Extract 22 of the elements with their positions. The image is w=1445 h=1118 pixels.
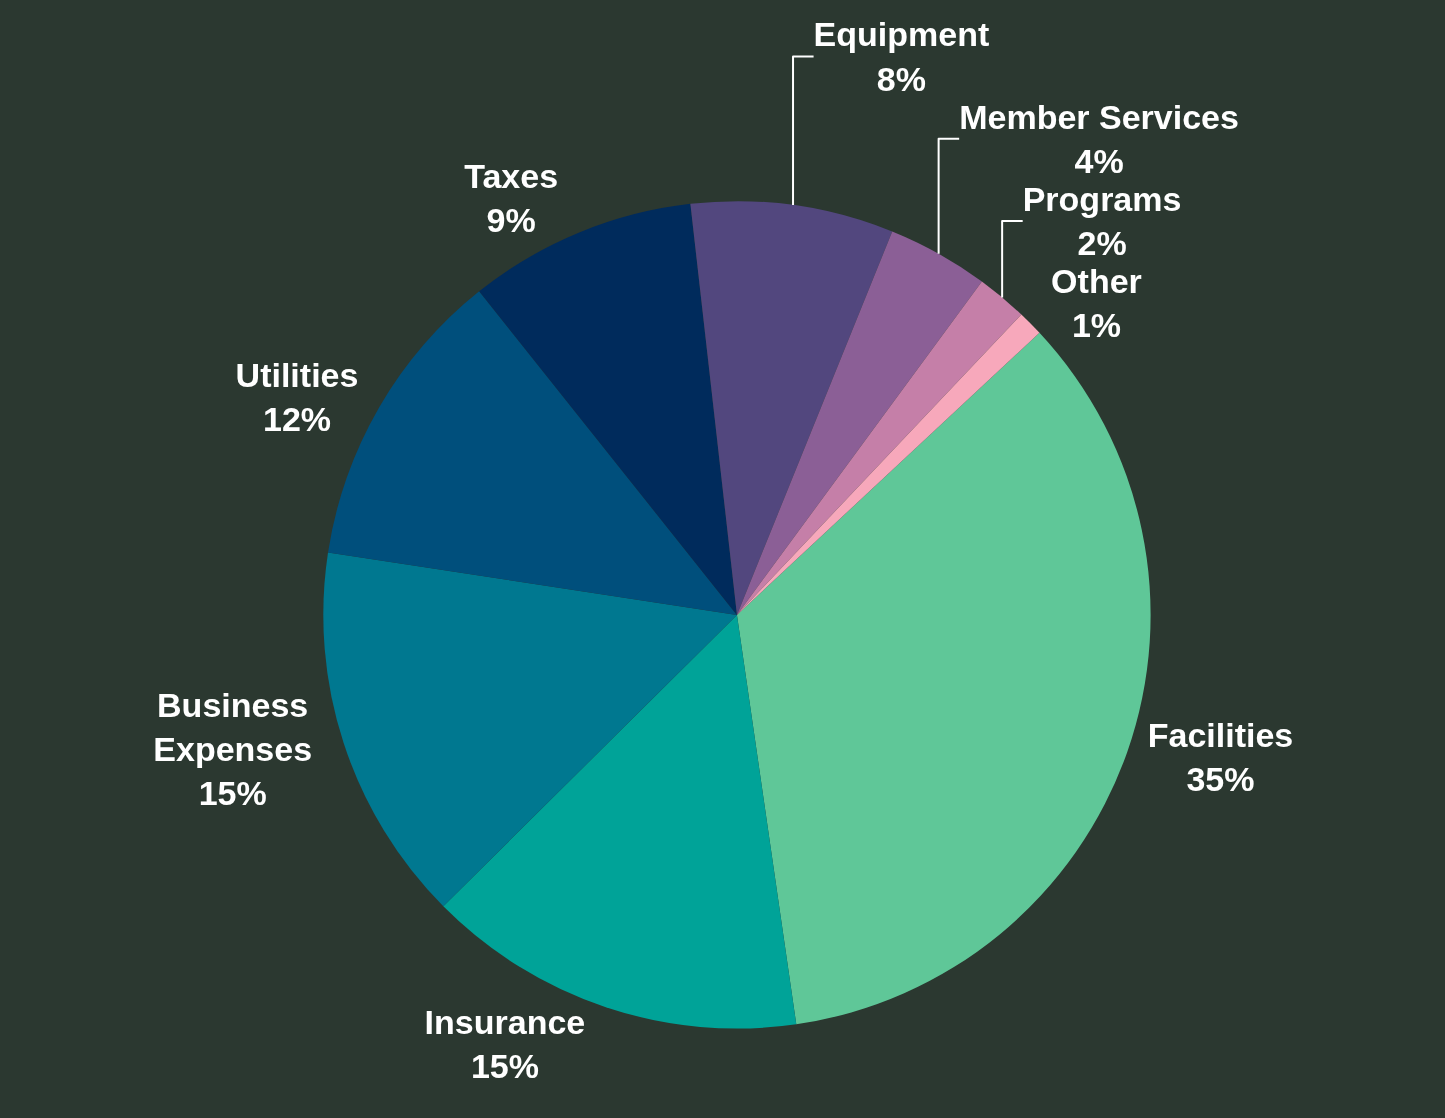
slice-label: Programs [1022,179,1182,218]
data-label: 8% [876,59,926,98]
slice-label: Equipment [813,15,990,54]
data-label: 1% [1071,306,1122,345]
pie-slice [479,203,737,615]
data-label: 4% [1074,141,1124,180]
slice-label: Utilities [235,356,359,395]
data-label: 9% [486,200,536,239]
slice-label: Taxes [464,156,559,195]
slice-label: Business Expenses [153,685,313,769]
slice-label: Member Services [959,97,1239,136]
slice-label: Insurance [424,1003,586,1042]
pie-slice [736,231,982,615]
slice-label: Other [1051,262,1142,301]
data-label: 2% [1077,224,1127,263]
slice-label: Facilities [1147,715,1294,754]
pie-slice [690,201,893,615]
data-label: 15% [470,1047,539,1086]
data-label: 35% [1186,759,1255,798]
data-label: 15% [198,774,267,813]
data-label: 12% [262,400,332,439]
pie-slice [323,552,737,907]
